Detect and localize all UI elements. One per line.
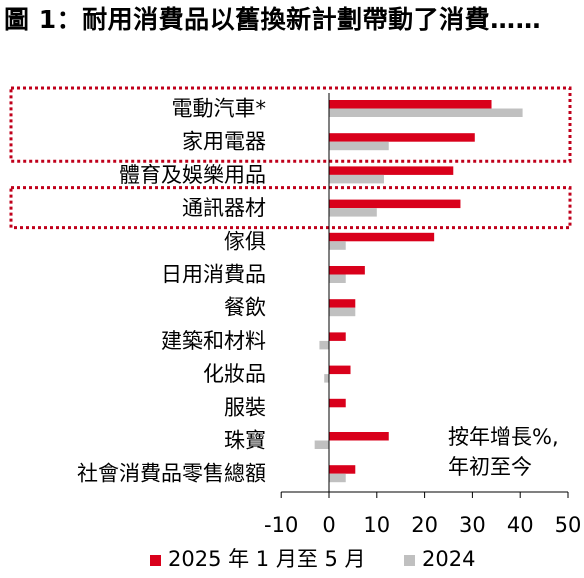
- legend-swatch-2025: [150, 555, 161, 566]
- bar-2025-傢俱: [329, 232, 435, 242]
- legend-label-2025: 2025 年 1 月至 5 月: [168, 547, 366, 571]
- bar-2024-建築和材料: [319, 340, 329, 350]
- category-label: 體育及娛樂用品: [119, 163, 266, 187]
- bar-2024-餐飲: [329, 307, 356, 317]
- x-tick-label: -10: [264, 513, 298, 537]
- bar-2025-日用消費品: [329, 266, 365, 275]
- bar-2025-服裝: [329, 398, 346, 408]
- bars: [314, 100, 523, 483]
- x-tick-label: 40: [507, 513, 534, 537]
- bar-2025-社會消費品零售總額: [329, 465, 356, 474]
- legend-label-2024: 2024: [422, 547, 475, 571]
- category-label: 通訊器材: [182, 196, 266, 220]
- bar-2025-建築和材料: [329, 332, 346, 341]
- category-label: 餐飲: [224, 296, 266, 320]
- note-line-1: 按年增長%,: [448, 425, 559, 449]
- bar-2024-化妝品: [324, 374, 329, 383]
- bar-2024-電動汽車: [329, 108, 523, 117]
- legend: 2025 年 1 月至 5 月 2024: [150, 547, 475, 571]
- highlight-box-1: [9, 86, 572, 163]
- x-tick-label: 30: [459, 513, 486, 537]
- bar-2025-化妝品: [329, 365, 351, 375]
- chart-title: 圖 1：耐用消費品以舊換新計劃帶動了消費……: [4, 5, 542, 34]
- bar-2024-體育及娛樂用品: [329, 174, 384, 184]
- bar-2025-家用電器: [329, 133, 475, 142]
- note-line-2: 年初至今: [448, 455, 532, 479]
- category-label: 建築和材料: [161, 329, 266, 353]
- bar-2024-珠寶: [314, 440, 329, 449]
- bar-2024-社會消費品零售總額: [329, 473, 346, 483]
- bar-2025-通訊器材: [329, 199, 461, 209]
- bar-2024-日用消費品: [329, 274, 346, 283]
- x-tick-label: 0: [322, 513, 335, 537]
- category-labels: 電動汽車* 家用電器體育及娛樂用品通訊器材傢俱日用消費品餐飲建築和材料化妝品服裝珠…: [77, 97, 266, 486]
- bar-2025-電動汽車: [329, 100, 492, 109]
- highlight-box-2: [9, 186, 572, 230]
- bar-2024-傢俱: [329, 241, 346, 250]
- category-label: 傢俱: [224, 229, 266, 253]
- legend-swatch-2024: [404, 555, 415, 566]
- category-label: 電動汽車*: [172, 97, 267, 121]
- bar-2025-珠寶: [329, 432, 389, 441]
- category-label: 日用消費品: [161, 263, 266, 287]
- bar-2024-通訊器材: [329, 208, 377, 217]
- category-label: 化妝品: [203, 362, 266, 386]
- category-label: 珠寶: [224, 429, 266, 453]
- category-label: 社會消費品零售總額: [77, 462, 266, 486]
- bar-2025-體育及娛樂用品: [329, 166, 454, 175]
- x-axis: -10 0 10 20 30 40 50: [264, 93, 581, 537]
- category-label: 服裝: [224, 395, 266, 419]
- highlight-boxes: [9, 86, 572, 230]
- x-tick-label: 50: [555, 513, 582, 537]
- x-tick-label: 10: [363, 513, 390, 537]
- bar-2024-家用電器: [329, 141, 389, 151]
- x-tick-label: 20: [411, 513, 438, 537]
- category-label: 家用電器: [182, 130, 266, 154]
- bar-2025-餐飲: [329, 299, 356, 308]
